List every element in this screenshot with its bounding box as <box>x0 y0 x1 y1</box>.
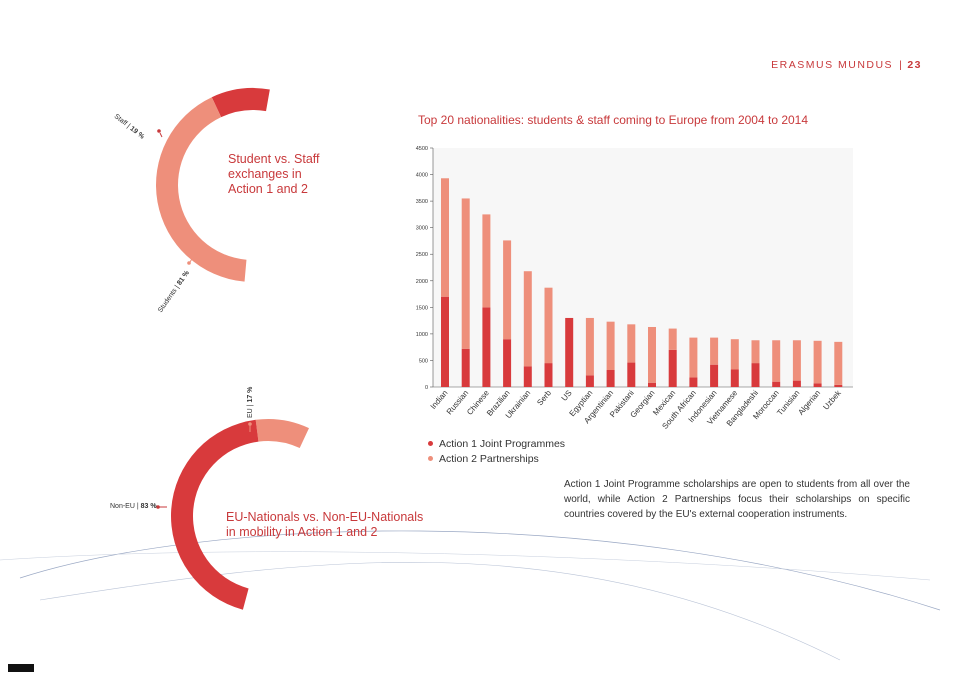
decor-curve <box>19 530 941 611</box>
y-tick-label: 0 <box>425 385 428 391</box>
bar-action2 <box>772 340 781 382</box>
page-header: ERASMUS MUNDUS | 23 <box>771 59 922 71</box>
bar-action2 <box>668 328 677 350</box>
bar-action2 <box>585 317 594 376</box>
footer-mark <box>8 664 34 672</box>
staff-pointer-dot <box>157 129 161 133</box>
donut1-title: Student vs. Staff exchanges in Action 1 … <box>228 152 320 196</box>
decor-curve <box>39 562 841 661</box>
x-tick-label: Uzbek <box>821 388 843 412</box>
bar-action2 <box>461 198 470 349</box>
y-tick-label: 4000 <box>416 173 428 179</box>
non-eu-pointer-dot <box>156 505 160 509</box>
y-tick-label: 2500 <box>416 252 428 258</box>
legend-swatch-action1 <box>428 441 433 446</box>
bar-action1 <box>606 370 615 387</box>
legend-item-action1: Action 1 Joint Programmes <box>428 436 565 451</box>
staff-segment <box>211 88 270 118</box>
bar-action1 <box>689 377 698 387</box>
bar-action2 <box>606 321 615 371</box>
bar-action1 <box>627 362 636 387</box>
y-tick-label: 1000 <box>416 332 428 338</box>
page-number: 23 <box>907 59 922 71</box>
bar-action1 <box>503 339 512 387</box>
bar-action1 <box>565 317 574 387</box>
bar-action1 <box>585 375 594 387</box>
donut2-title: EU-Nationals vs. Non-EU-Nationals in mob… <box>226 510 424 539</box>
staff-pointer <box>159 132 163 138</box>
bar-action2 <box>503 240 512 340</box>
bar-action2 <box>523 271 532 367</box>
bar-action2 <box>792 340 801 381</box>
bar-action2 <box>813 340 822 384</box>
bar-action2 <box>689 337 698 378</box>
students-pointer <box>189 253 196 263</box>
bar-action1 <box>668 349 677 387</box>
y-tick-label: 1500 <box>416 305 428 311</box>
bar-action1 <box>813 383 822 387</box>
bar-action1 <box>751 363 760 387</box>
bar-action2 <box>441 178 449 297</box>
x-tick-label: US <box>560 389 574 403</box>
chart-title: Top 20 nationalities: students & staff c… <box>418 113 809 127</box>
y-tick-label: 3500 <box>416 199 428 205</box>
bar-action2 <box>482 214 491 308</box>
description-paragraph: Action 1 Joint Programme scholarships ar… <box>564 479 910 520</box>
students-segment <box>156 97 247 282</box>
bar-action1 <box>710 364 719 387</box>
y-tick-label: 3000 <box>416 226 428 232</box>
bar-action1 <box>730 369 739 387</box>
non-eu-label: Non-EU | 83 % <box>110 503 157 510</box>
students-pointer-dot <box>187 261 191 265</box>
legend-swatch-action2 <box>428 456 433 461</box>
x-tick-label: Algerian <box>796 389 822 417</box>
bar-action1 <box>461 348 470 387</box>
eu-pointer-dot <box>248 422 252 426</box>
bar-action2 <box>710 337 719 365</box>
plot-background <box>433 148 853 387</box>
y-tick-label: 500 <box>419 358 428 364</box>
bar-action1 <box>441 296 449 387</box>
bar-action2 <box>751 340 760 364</box>
bar-action2 <box>627 324 636 363</box>
bar-action1 <box>482 307 491 387</box>
non-eu-segment <box>170 419 259 610</box>
bar-action2 <box>730 339 739 370</box>
decor-curve <box>0 551 931 581</box>
bar-action2 <box>648 326 656 383</box>
legend-label-action2: Action 2 Partnerships <box>439 452 539 465</box>
bar-action1 <box>792 380 801 387</box>
bar-action1 <box>834 384 843 387</box>
eu-segment <box>255 419 309 449</box>
legend-item-action2: Action 2 Partnerships <box>428 451 565 466</box>
bar-action2 <box>544 287 553 364</box>
bar-action1 <box>544 363 553 387</box>
legend-label-action1: Action 1 Joint Programmes <box>439 437 566 450</box>
section-title: ERASMUS MUNDUS <box>771 59 894 71</box>
bar-action1 <box>648 382 656 387</box>
bar-action1 <box>772 381 781 387</box>
bar-action2 <box>834 341 843 385</box>
bar-action1 <box>523 366 532 387</box>
y-tick-label: 2000 <box>416 279 428 285</box>
header-separator: | <box>899 59 904 71</box>
y-tick-label: 4500 <box>416 146 428 152</box>
chart-legend: Action 1 Joint Programmes Action 2 Partn… <box>428 436 565 466</box>
x-tick-label: Serb <box>535 388 553 407</box>
